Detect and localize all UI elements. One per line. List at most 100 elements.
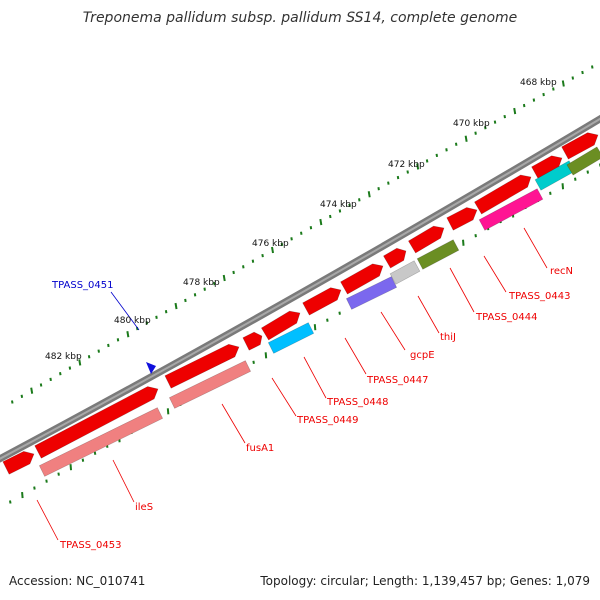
tick-label: 474 kbp <box>320 200 357 210</box>
tick-label: 468 kbp <box>520 78 557 88</box>
inner-minor-tick <box>81 458 85 462</box>
minor-tick <box>145 321 149 325</box>
map-title: Treponema pallidum subsp. pallidum SS14,… <box>82 10 518 26</box>
inner-minor-tick <box>9 500 12 504</box>
label-leader-line <box>344 337 367 375</box>
forward-gene-arrow[interactable] <box>340 263 384 295</box>
genome-backbone-highlight <box>0 117 600 460</box>
inner-minor-tick <box>93 451 97 455</box>
minor-tick <box>581 70 584 75</box>
forward-gene-arrow[interactable] <box>260 310 301 341</box>
major-tick <box>222 274 226 282</box>
cds-feature-band[interactable] <box>566 146 600 176</box>
cds-feature-band[interactable] <box>416 239 460 270</box>
inner-minor-tick <box>586 170 589 174</box>
forward-gene-arrow[interactable] <box>383 247 407 269</box>
major-tick <box>78 359 82 366</box>
gene-label-gcpe[interactable]: gcpE <box>410 350 435 361</box>
tick-label: 478 kbp <box>183 278 220 288</box>
accession-text: Accession: NC_010741 <box>9 574 146 588</box>
cds-feature-band[interactable] <box>478 188 544 231</box>
minor-tick <box>213 281 216 286</box>
label-leader-line <box>112 459 135 503</box>
inner-minor-tick <box>45 479 48 483</box>
gene-label-tpass-0453[interactable]: TPASS_0453 <box>59 540 121 551</box>
label-leader-line <box>221 403 246 444</box>
forward-gene-arrow[interactable] <box>531 155 563 180</box>
gene-label-tpass-0451[interactable]: TPASS_0451 <box>51 280 113 291</box>
major-tick <box>319 218 323 226</box>
inner-minor-tick <box>549 191 552 195</box>
forward-gene-arrow[interactable] <box>561 132 599 160</box>
cds-feature-band[interactable] <box>38 407 164 477</box>
minor-tick <box>542 92 545 97</box>
gene-label-tpass-0449[interactable]: TPASS_0449 <box>296 415 358 426</box>
forward-gene-arrow[interactable] <box>474 174 532 215</box>
minor-tick <box>280 242 284 247</box>
minor-tick <box>232 270 235 275</box>
major-tick <box>30 387 34 394</box>
minor-tick <box>193 293 197 297</box>
tick-label: 476 kbp <box>252 239 289 249</box>
minor-tick <box>591 65 594 69</box>
major-tick <box>126 331 130 338</box>
inner-major-tick <box>166 408 170 415</box>
inner-major-tick <box>69 464 73 471</box>
label-leader-line <box>483 255 507 293</box>
gene-label-tpass-0448[interactable]: TPASS_0448 <box>326 397 388 408</box>
label-leader-line <box>271 377 297 417</box>
label-leader-line <box>380 311 406 351</box>
inner-minor-tick <box>326 318 329 322</box>
label-leader-line <box>523 227 548 269</box>
cds-feature-band[interactable] <box>267 322 315 354</box>
gene-label-thij[interactable]: thiJ <box>440 332 456 343</box>
tick-label: 472 kbp <box>388 160 425 170</box>
inner-minor-tick <box>338 311 341 315</box>
inner-minor-tick <box>33 486 36 490</box>
forward-gene-arrow[interactable] <box>242 331 263 351</box>
tick-label: 480 kbp <box>114 316 151 326</box>
gene-label-fusa1[interactable]: fusA1 <box>246 443 274 454</box>
minor-tick <box>552 87 555 91</box>
forward-gene-arrow[interactable] <box>34 386 159 459</box>
minor-tick <box>251 259 255 263</box>
major-tick <box>367 191 371 198</box>
gene-label-tpass-0443[interactable]: TPASS_0443 <box>508 291 570 302</box>
forward-gene-arrow[interactable] <box>408 225 445 254</box>
label-leader-line <box>303 356 327 399</box>
cds-feature-band[interactable] <box>389 260 421 285</box>
cds-feature-band[interactable] <box>345 276 398 310</box>
major-tick <box>416 163 420 170</box>
minor-tick <box>116 338 120 342</box>
minor-tick <box>87 355 91 359</box>
inner-major-tick <box>21 491 24 499</box>
label-leader-line <box>36 499 59 541</box>
gene-label-tpass-0447[interactable]: TPASS_0447 <box>366 375 428 386</box>
minor-tick <box>454 142 458 146</box>
minor-tick <box>49 377 52 382</box>
gene-label-iles[interactable]: ileS <box>135 502 153 513</box>
minor-tick <box>522 103 526 108</box>
minor-tick <box>348 203 351 208</box>
gene-label-recn[interactable]: recN <box>550 266 573 277</box>
minor-tick <box>164 310 168 314</box>
minor-tick <box>387 181 390 185</box>
gene-label-tpass-0444[interactable]: TPASS_0444 <box>475 312 537 323</box>
minor-tick <box>300 231 303 235</box>
inner-minor-tick <box>252 360 255 364</box>
forward-gene-arrow[interactable] <box>302 287 342 316</box>
minor-tick <box>493 120 497 124</box>
forward-gene-arrow[interactable] <box>2 450 35 475</box>
minor-tick <box>261 253 264 258</box>
major-tick <box>513 107 517 115</box>
minor-tick <box>290 237 293 241</box>
minor-tick <box>203 287 206 291</box>
minor-tick <box>155 315 158 319</box>
forward-gene-arrow[interactable] <box>164 343 240 389</box>
minor-tick <box>377 187 380 191</box>
forward-gene-arrow[interactable] <box>446 207 478 231</box>
cds-feature-band[interactable] <box>168 360 252 409</box>
major-tick <box>271 246 274 254</box>
major-tick <box>464 135 468 142</box>
